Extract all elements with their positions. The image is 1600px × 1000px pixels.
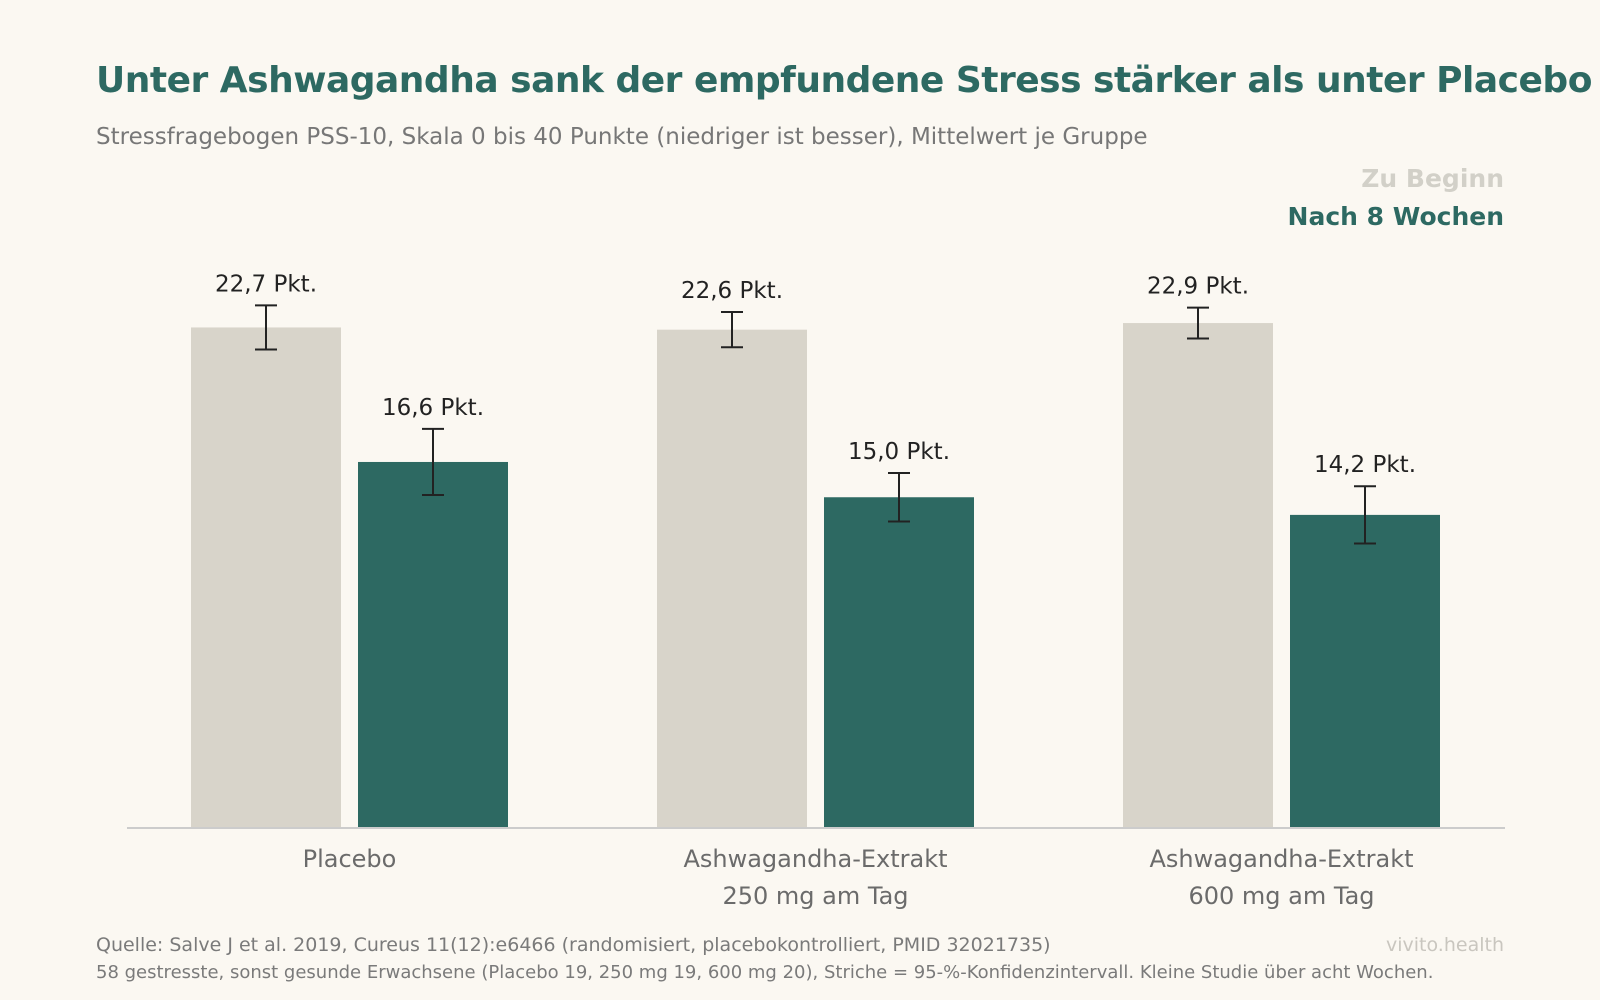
category-label: Placebo — [303, 845, 397, 873]
category-label: Ashwagandha-Extrakt — [683, 845, 947, 873]
bar-before-2 — [1123, 323, 1273, 828]
legend: Zu Beginn Nach 8 Wochen — [1288, 160, 1504, 236]
bar-after-0 — [358, 461, 508, 828]
category-label: Ashwagandha-Extrakt — [1149, 845, 1413, 873]
bar-after-1 — [824, 497, 974, 828]
legend-item-before: Zu Beginn — [1361, 164, 1504, 193]
category-label: 250 mg am Tag — [722, 882, 908, 910]
data-label: 22,9 Pkt. — [1147, 274, 1249, 300]
chart-subtitle: Stressfragebogen PSS-10, Skala 0 bis 40 … — [96, 124, 1148, 150]
footnote: 58 gestresste, sonst gesunde Erwachsene … — [96, 962, 1434, 983]
data-label: 15,0 Pkt. — [848, 439, 950, 465]
data-label: 16,6 Pkt. — [382, 395, 484, 421]
data-label: 22,6 Pkt. — [681, 278, 783, 304]
source-note: Quelle: Salve J et al. 2019, Cureus 11(1… — [96, 934, 1051, 956]
category-label: 600 mg am Tag — [1188, 882, 1374, 910]
bar-before-0 — [191, 327, 341, 828]
data-label: 14,2 Pkt. — [1314, 452, 1416, 478]
data-label: 22,7 Pkt. — [215, 271, 317, 297]
legend-item-after: Nach 8 Wochen — [1287, 202, 1504, 231]
brand-label: vivito.health — [1386, 934, 1504, 956]
bar-chart: 22,7 Pkt. 16,6 Pkt. Placebo 22,6 Pkt. 15,0 P… — [127, 271, 1505, 910]
chart-title: Unter Ashwagandha sank der empfundene St… — [96, 60, 1592, 101]
bar-after-2 — [1290, 514, 1440, 828]
bar-before-1 — [657, 329, 807, 828]
